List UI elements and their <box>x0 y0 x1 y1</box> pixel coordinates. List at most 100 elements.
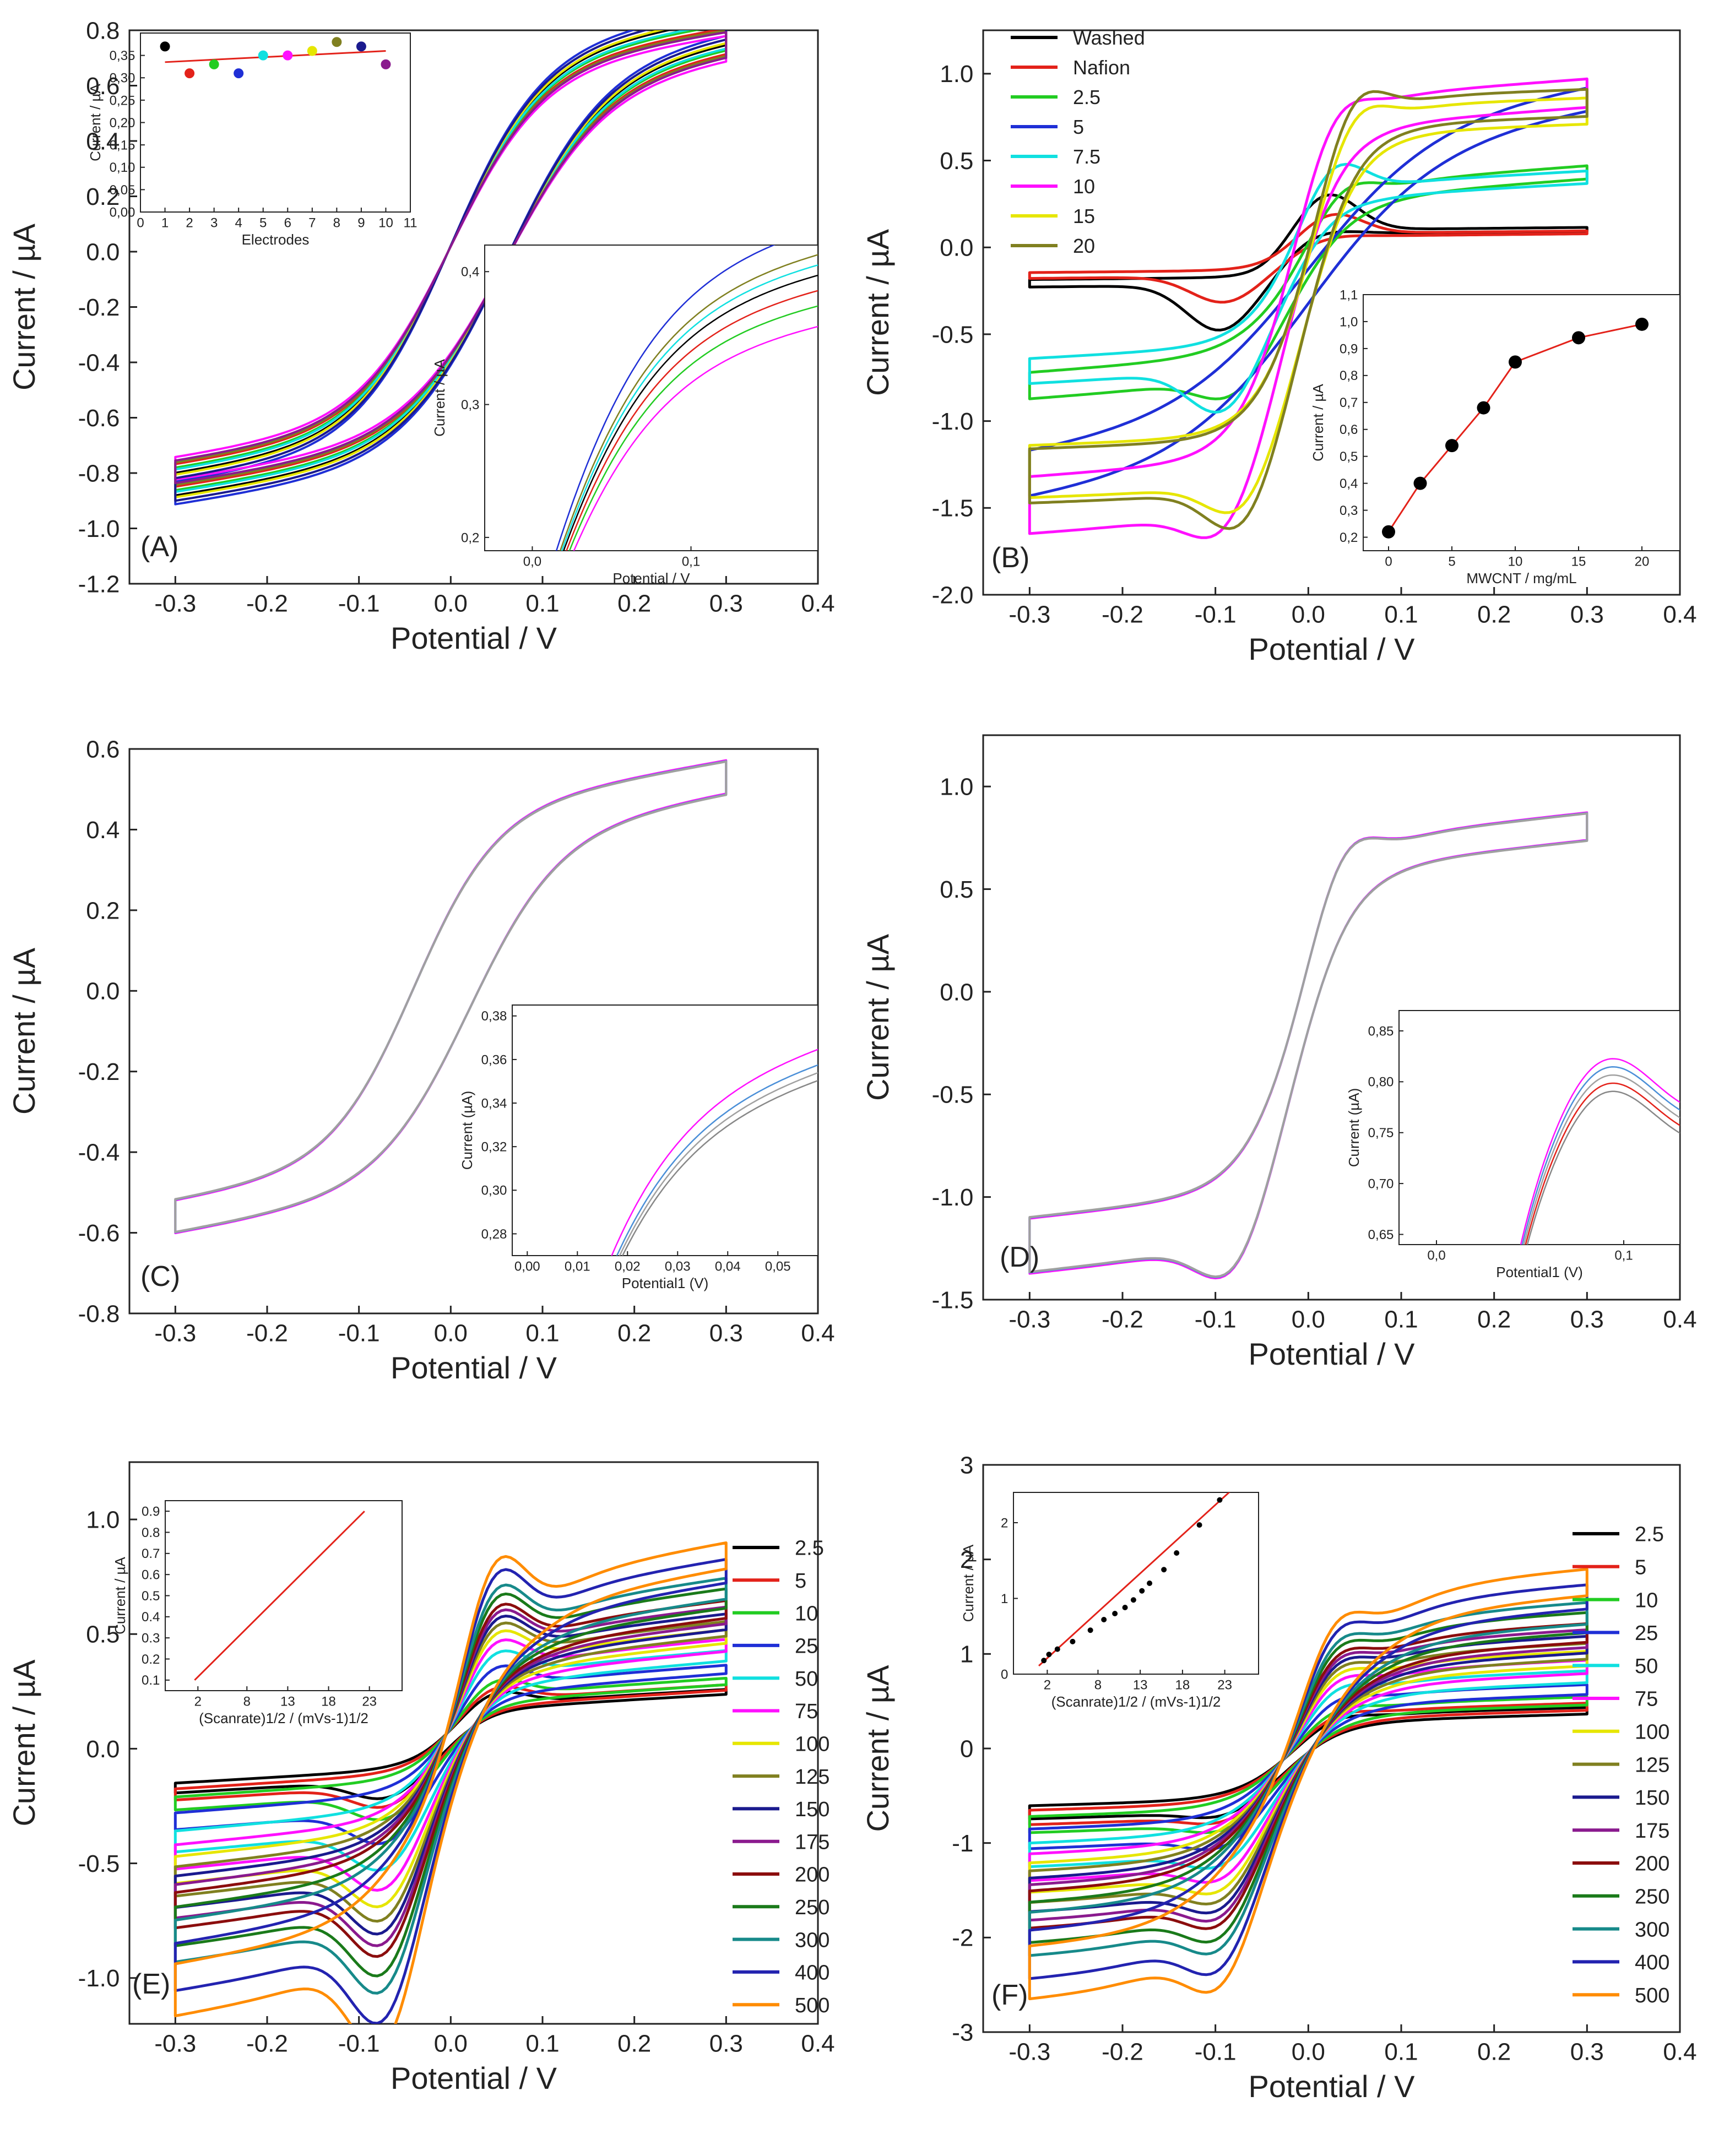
x-tick-label: 0.2 <box>1477 601 1511 628</box>
y-tick-label: 0,80 <box>1368 1075 1394 1090</box>
y-tick-label: 0,30 <box>481 1183 507 1198</box>
inset-data-point <box>1101 1617 1107 1622</box>
x-tick-label: 0.3 <box>1570 1306 1604 1333</box>
legend-label: 300 <box>795 1929 829 1952</box>
y-axis-label: Current / µA <box>112 1557 128 1634</box>
series-line <box>1028 88 1588 530</box>
y-tick-label: 0,9 <box>1340 341 1358 356</box>
series-line <box>1028 1634 1588 1915</box>
inset-series-line <box>568 305 818 551</box>
x-tick-label: 0.3 <box>1570 601 1604 628</box>
legend-label: 200 <box>1635 1853 1669 1876</box>
x-tick-label: 0.0 <box>434 590 468 617</box>
x-tick-label: 5 <box>259 216 267 231</box>
y-tick-label: 0.3 <box>142 1631 160 1646</box>
y-tick-label: 1.0 <box>940 61 973 88</box>
y-tick-label: 0.2 <box>86 183 120 210</box>
y-tick-label: 0.2 <box>142 1652 160 1667</box>
y-tick-label: 0.5 <box>86 1621 120 1648</box>
inset-background <box>165 1501 402 1691</box>
x-tick-label: 5 <box>1448 555 1455 569</box>
panel-label: (D) <box>1000 1241 1039 1273</box>
inset-data-point <box>283 50 293 61</box>
y-tick-label: 0,05 <box>110 183 135 198</box>
legend-label: 250 <box>1635 1885 1669 1908</box>
y-tick-label: 0,10 <box>110 160 135 175</box>
x-tick-label: 0.0 <box>434 2030 468 2057</box>
y-tick-label: -0.6 <box>78 1220 120 1247</box>
series-line <box>174 1683 728 1809</box>
inset-data-point <box>1635 317 1649 331</box>
series-line <box>174 1599 728 1958</box>
inset-data-point <box>356 41 366 52</box>
series-line <box>1028 1568 1588 2001</box>
panel-d: -0.3 -0.2 -0.1 0.0 0.1 0.2 0.3 0.4 -1.5 -1.0 -0.5 0… <box>860 734 1697 1371</box>
y-tick-label: 0,28 <box>481 1227 507 1242</box>
x-tick-label: -0.3 <box>1009 1306 1050 1333</box>
y-tick-label: 0 <box>960 1735 973 1762</box>
inset-data-point <box>1122 1605 1128 1610</box>
y-tick-label: 0.8 <box>142 1525 160 1540</box>
y-tick-label: 0,4 <box>1340 476 1358 491</box>
x-tick-label: 0.4 <box>1663 2039 1696 2066</box>
inset-series-line <box>1520 1058 1680 1245</box>
inset-series-line <box>1526 1090 1680 1245</box>
panel-label: (F) <box>991 1979 1028 2011</box>
series-line <box>174 1587 728 1978</box>
y-tick-label: -1.0 <box>932 1184 974 1211</box>
x-tick-label: 13 <box>280 1695 295 1709</box>
x-tick-label: 0,01 <box>565 1259 590 1274</box>
legend-label: 150 <box>1635 1786 1669 1810</box>
inset-data-point <box>1509 355 1522 369</box>
y-tick-label: -0.2 <box>78 294 120 321</box>
panel-label: (B) <box>991 542 1029 574</box>
inset-data-point <box>1477 401 1490 415</box>
x-tick-label: 0 <box>1385 555 1392 569</box>
series-line <box>174 35 728 481</box>
y-tick-label: 0,25 <box>110 93 135 108</box>
legend: Washed Nafion 2.5 5 7.5 10 15 20 <box>1011 26 1145 257</box>
x-tick-label: 0.1 <box>1384 2039 1418 2066</box>
y-tick-label: -1.5 <box>932 495 974 522</box>
y-tick-label: 0.0 <box>86 978 120 1005</box>
legend-label: 250 <box>795 1896 829 1919</box>
x-tick-label: 18 <box>321 1695 336 1709</box>
inset-chart: 0,0 0,1 0,65 0,70 0,75 0,80 0,85 Potential1 (V)… <box>1346 1010 1680 1280</box>
inset-data-point <box>1196 1522 1202 1528</box>
x-axis-label: Potential1 (V) <box>622 1275 709 1291</box>
inset-data-point <box>1046 1652 1052 1658</box>
x-axis-label: Potential / V <box>612 570 690 586</box>
legend-label: 25 <box>1635 1622 1658 1645</box>
x-tick-label: -0.2 <box>246 1320 288 1347</box>
y-tick-label: -1.0 <box>932 408 974 435</box>
y-tick-label: 0,3 <box>461 398 479 412</box>
x-tick-label: 9 <box>357 216 365 231</box>
x-tick-label: 0.2 <box>617 590 651 617</box>
x-tick-label: -0.3 <box>154 590 196 617</box>
y-tick-label: 0,36 <box>481 1052 507 1067</box>
inset-data-point <box>1217 1497 1223 1503</box>
x-tick-label: 0.2 <box>617 1320 651 1347</box>
series-line <box>174 1664 728 1845</box>
y-tick-label: 0,15 <box>110 138 135 153</box>
y-axis-label: Current / µA <box>860 1665 895 1832</box>
y-tick-label: 0.9 <box>142 1505 160 1519</box>
inset-series-line <box>561 264 818 551</box>
y-tick-label: 0,6 <box>1340 422 1358 437</box>
x-tick-label: 0,03 <box>665 1259 691 1274</box>
x-tick-label: 0,00 <box>514 1259 540 1274</box>
y-tick-label: 0,85 <box>1368 1024 1394 1039</box>
inset-chart: 0,0 0,1 0,2 0,3 0,4 Potential / V Current / µA <box>431 245 818 586</box>
x-tick-label: 8 <box>1094 1678 1102 1693</box>
x-tick-label: 0.1 <box>525 2030 559 2057</box>
inset-background <box>1013 1492 1259 1674</box>
series-line <box>1028 1702 1588 1826</box>
x-tick-label: 0.3 <box>709 2030 743 2057</box>
inset-series-line <box>563 274 818 551</box>
series-line <box>174 1649 728 1872</box>
y-tick-label: 0.2 <box>86 897 120 924</box>
panel-label: (C) <box>140 1261 180 1292</box>
x-tick-label: -0.3 <box>1009 2039 1050 2066</box>
inset-fit-line <box>165 50 386 63</box>
y-tick-label: 0,35 <box>110 48 135 63</box>
